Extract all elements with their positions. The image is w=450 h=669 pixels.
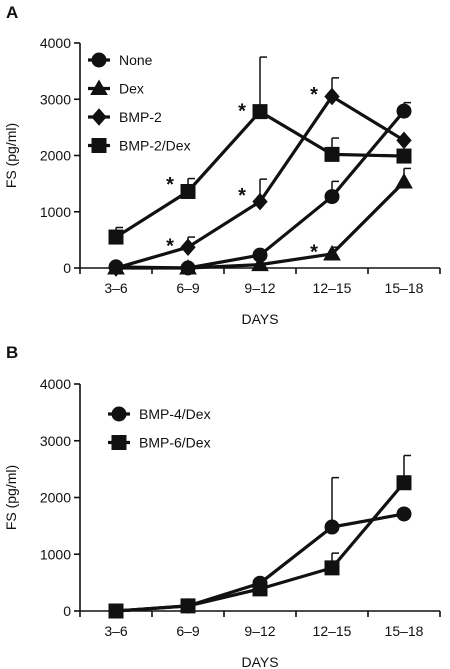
series-line	[115, 512, 405, 613]
x-tick-label: 15–18	[385, 280, 424, 296]
data-point	[395, 172, 413, 189]
data-point	[179, 258, 197, 275]
data-point	[180, 184, 196, 199]
series-bmp-6-dex	[108, 454, 412, 619]
data-point	[396, 103, 412, 119]
legend-label: BMP-6/Dex	[139, 435, 211, 451]
data-point	[323, 244, 341, 261]
x-tick-label: 3–6	[104, 280, 128, 296]
data-point	[251, 255, 269, 272]
legend-marker	[111, 406, 127, 422]
series-bmp-4-dex	[108, 476, 412, 619]
panel-label: B	[6, 343, 18, 362]
legend-label: BMP-2/Dex	[119, 138, 191, 154]
legend-label: None	[119, 52, 153, 68]
y-axis-title: FS (pg/ml)	[3, 465, 19, 530]
data-point	[108, 259, 124, 277]
legend-marker	[91, 52, 107, 68]
legend-label: BMP-4/Dex	[139, 406, 211, 422]
y-tick-label: 3000	[40, 91, 71, 107]
data-point	[396, 475, 412, 491]
data-point	[252, 192, 268, 211]
data-point	[252, 581, 268, 597]
x-tick-label: 3–6	[104, 623, 128, 639]
data-point	[396, 148, 412, 164]
x-axis-title: DAYS	[241, 654, 278, 669]
legend: None Dex BMP-2 BMP-2/Dex	[88, 52, 191, 154]
x-tick-label: 9–12	[244, 280, 275, 296]
x-tick-label: 6–9	[176, 280, 200, 296]
legend-label: BMP-2	[119, 109, 162, 125]
data-point	[396, 506, 412, 522]
legend-marker	[91, 138, 107, 153]
data-point	[324, 519, 340, 535]
legend-marker	[90, 79, 108, 95]
x-tick-label: 6–9	[176, 623, 200, 639]
legend-marker	[111, 435, 127, 450]
significance-star: *	[166, 174, 174, 196]
series-bmp-2-dex	[108, 56, 412, 245]
data-point	[324, 560, 340, 576]
x-tick-label: 15–18	[385, 623, 424, 639]
y-tick-label: 4000	[40, 376, 71, 392]
legend: BMP-4/Dex BMP-6/Dex	[108, 406, 211, 451]
data-point	[180, 238, 196, 256]
significance-star: *	[310, 241, 318, 263]
y-axis-title: FS (pg/ml)	[3, 123, 19, 188]
y-tick-label: 2000	[40, 148, 71, 164]
data-point	[108, 603, 124, 619]
significance-star: *	[166, 236, 174, 258]
x-tick-label: 9–12	[244, 623, 275, 639]
y-tick-label: 1000	[40, 204, 71, 220]
chart-panel-b: B 0 1000 2000 3000 4000 3–6 6–9 9–12 12–15 15–18 DA…	[3, 343, 441, 669]
x-tick-label: 12–15	[313, 280, 352, 296]
y-tick-label: 0	[63, 603, 71, 619]
data-point	[108, 229, 124, 245]
y-tick-label: 4000	[40, 35, 71, 51]
data-point	[180, 598, 196, 614]
y-tick-label: 2000	[40, 490, 71, 506]
series-bmp-2	[108, 77, 412, 277]
x-tick-label: 12–15	[313, 623, 352, 639]
x-axis-title: DAYS	[241, 311, 278, 327]
data-point	[324, 87, 340, 106]
significance-star: *	[238, 185, 246, 207]
significance-star: *	[310, 84, 318, 106]
y-tick-label: 3000	[40, 433, 71, 449]
series-line	[115, 110, 405, 239]
data-point	[324, 146, 340, 162]
y-tick-label: 1000	[40, 546, 71, 562]
y-tick-label: 0	[63, 260, 71, 276]
panel-label: A	[6, 3, 18, 22]
chart-panel-a: A 0 1000 2000 3000 4000 3–6 6–9 9–12 12–15 15–18 DA…	[3, 3, 441, 327]
data-point	[252, 104, 268, 120]
legend-label: Dex	[119, 81, 144, 97]
data-point	[324, 189, 340, 205]
legend-marker	[91, 108, 107, 126]
significance-star: *	[238, 101, 246, 123]
data-point	[396, 131, 412, 150]
